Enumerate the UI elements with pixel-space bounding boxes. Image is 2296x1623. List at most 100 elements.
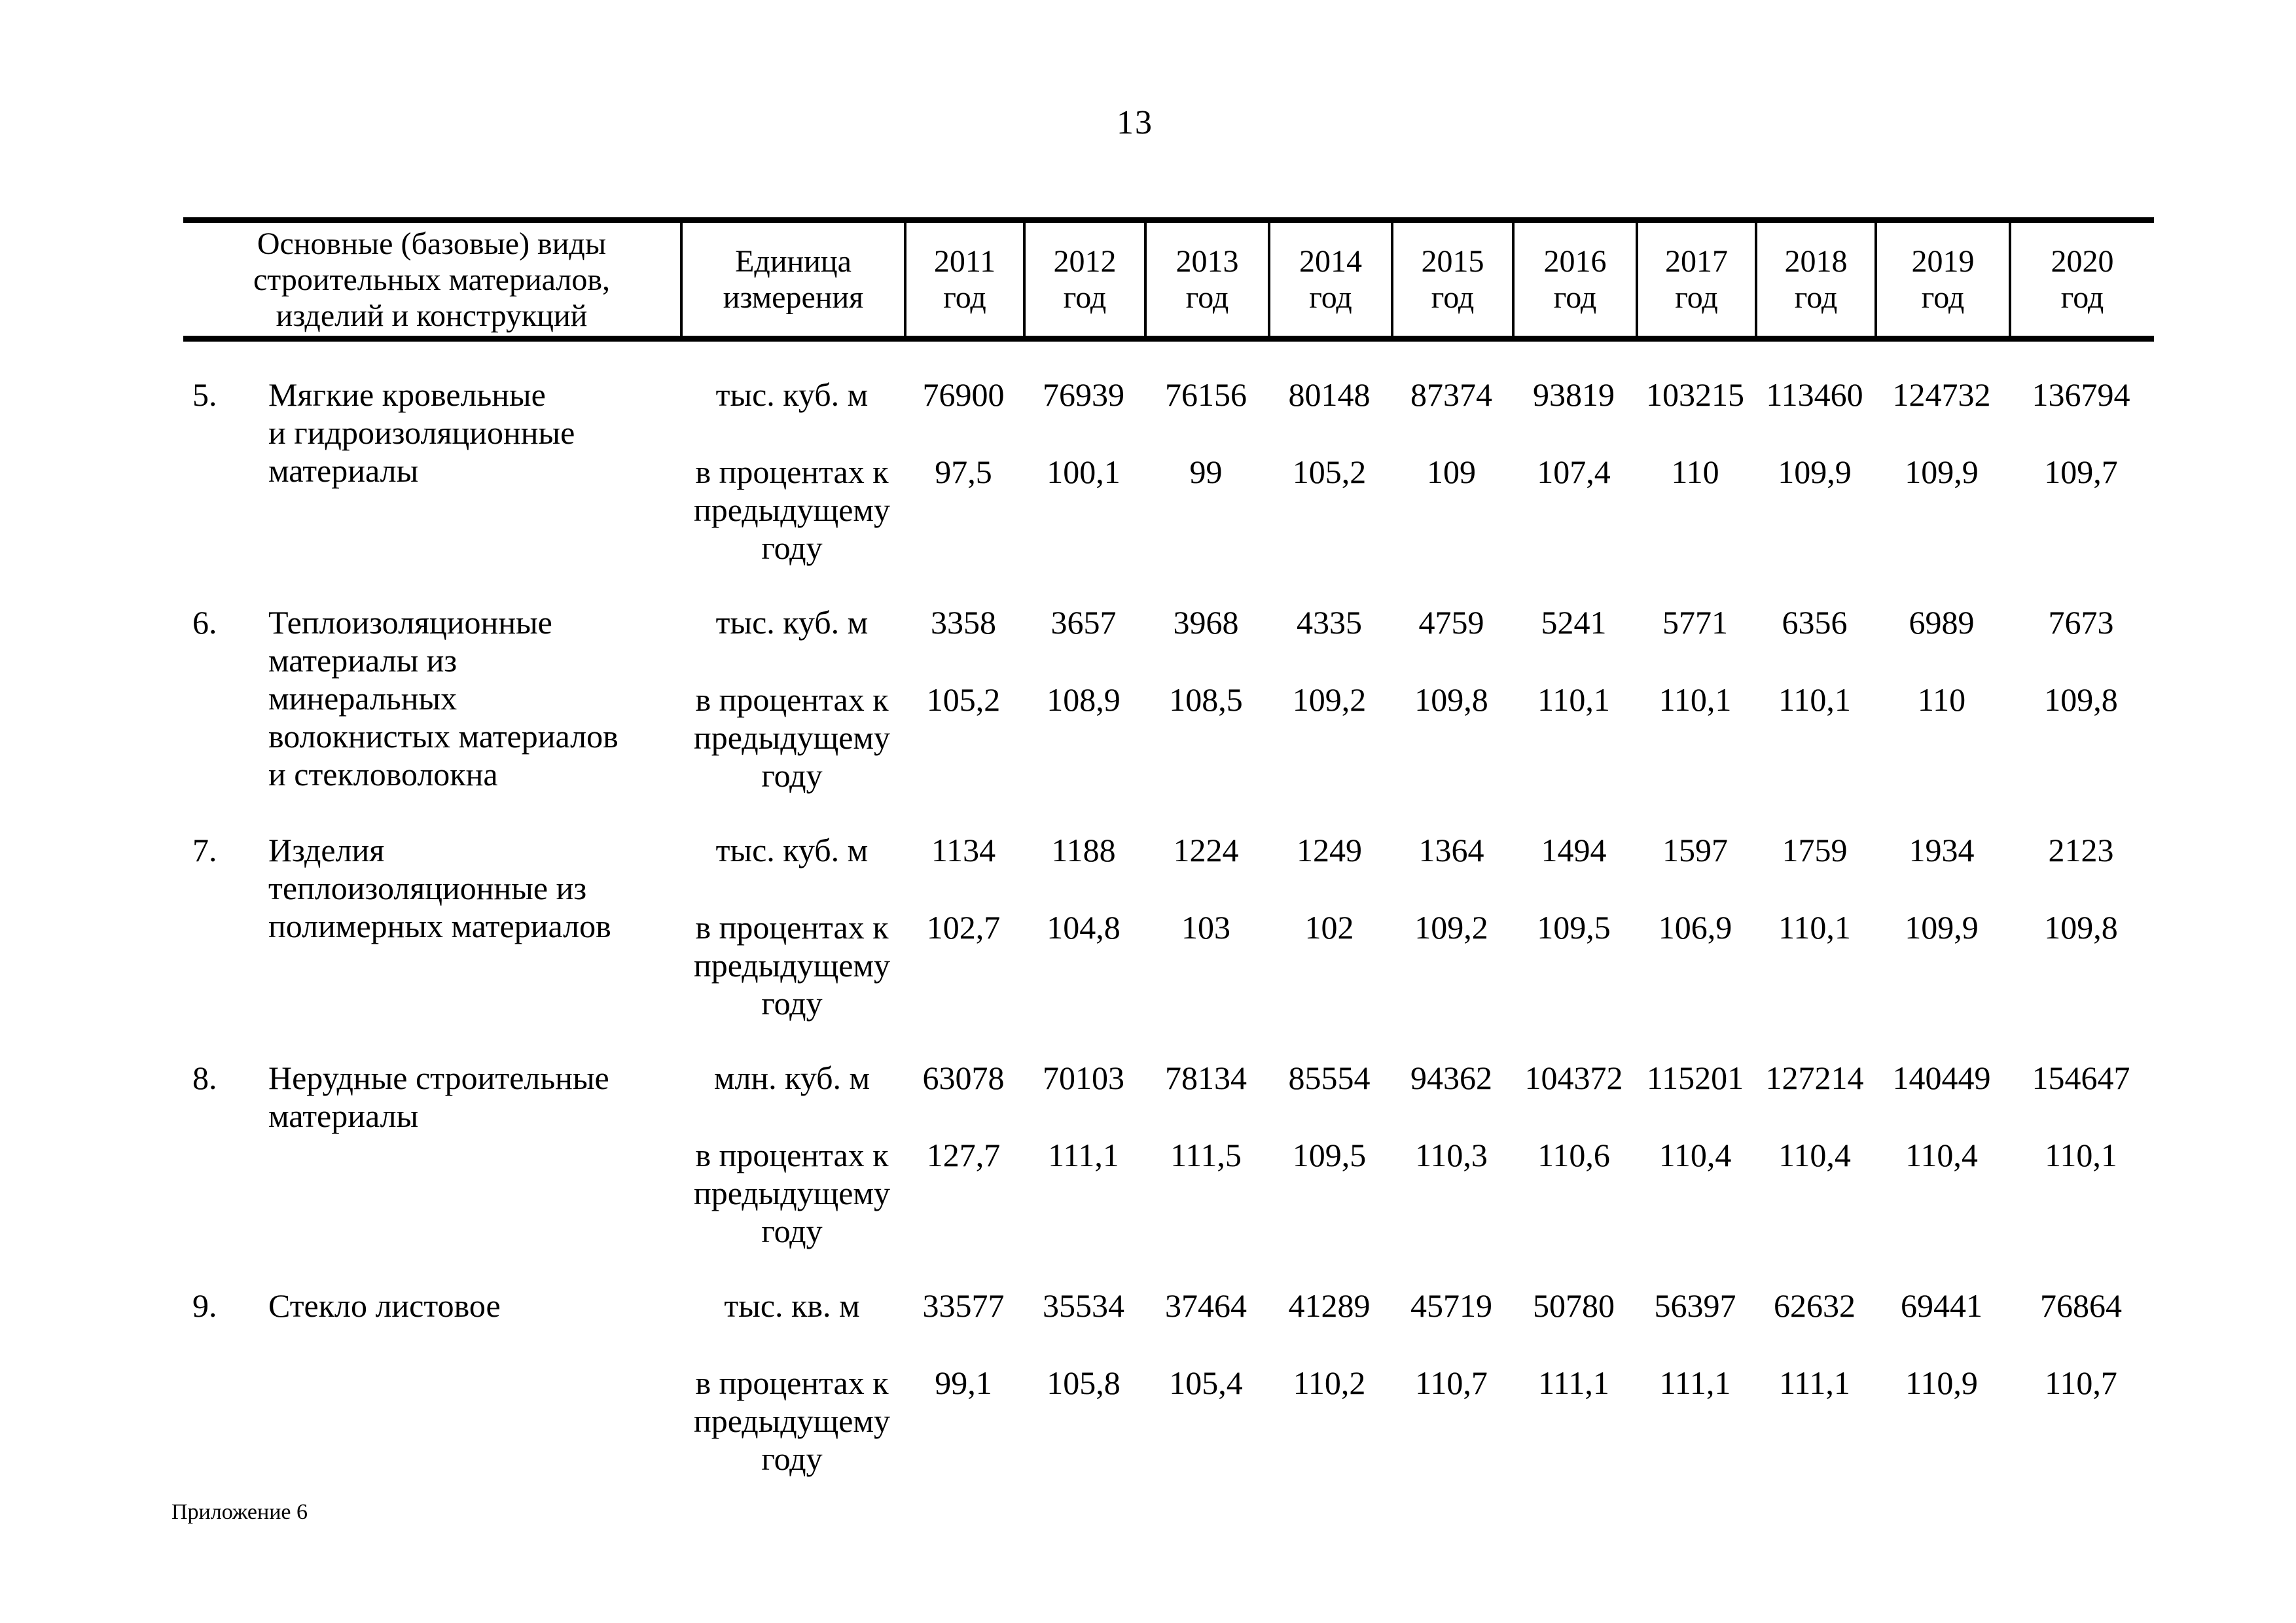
header-year-2016: 2016 год bbox=[1512, 223, 1636, 336]
value-2015: 94362 bbox=[1410, 1060, 1492, 1096]
percent-2016: 107,4 bbox=[1537, 454, 1611, 490]
page-number: 13 bbox=[1117, 104, 1153, 141]
percent-2013: 103 bbox=[1181, 909, 1230, 946]
percent-2014: 110,2 bbox=[1293, 1364, 1366, 1401]
table-row-5: 5. Мягкие кровельные и гидроизоляционные… bbox=[183, 376, 2154, 567]
percent-2018: 110,1 bbox=[1778, 681, 1851, 718]
percent-2015: 109 bbox=[1427, 454, 1476, 490]
value-2014: 80148 bbox=[1288, 376, 1371, 413]
value-2011: 63078 bbox=[922, 1060, 1005, 1096]
percent-2018: 110,1 bbox=[1778, 909, 1851, 946]
percent-2013: 111,5 bbox=[1170, 1137, 1242, 1173]
value-2013: 3968 bbox=[1173, 604, 1239, 641]
value-2016: 50780 bbox=[1533, 1287, 1615, 1324]
appendix-note: Приложение 6 bbox=[171, 1500, 308, 1524]
percent-2011: 127,7 bbox=[926, 1137, 1001, 1173]
header-year-2018: 2018 год bbox=[1755, 223, 1874, 336]
value-2018: 62632 bbox=[1774, 1287, 1856, 1324]
percent-2019: 110,9 bbox=[1905, 1364, 1978, 1401]
percent-2020: 110,1 bbox=[2045, 1137, 2117, 1173]
value-2014: 4335 bbox=[1297, 604, 1362, 641]
percent-2018: 109,9 bbox=[1778, 454, 1852, 490]
header-name-column: Основные (базовые) виды строительных мат… bbox=[253, 226, 611, 333]
value-2020: 76864 bbox=[2040, 1287, 2122, 1324]
row-number: 6. bbox=[192, 604, 217, 641]
materials-table: Основные (базовые) виды строительных мат… bbox=[183, 217, 2154, 1514]
value-2012: 70103 bbox=[1043, 1060, 1124, 1096]
unit-physical: тыс. куб. м bbox=[715, 832, 869, 868]
value-2012: 3657 bbox=[1050, 604, 1117, 641]
unit-physical: тыс. куб. м bbox=[715, 376, 869, 413]
percent-2020: 109,7 bbox=[2044, 454, 2118, 490]
value-2014: 1249 bbox=[1297, 832, 1362, 868]
percent-2017: 111,1 bbox=[1659, 1364, 1731, 1401]
percent-2013: 108,5 bbox=[1169, 681, 1243, 718]
value-2018: 113460 bbox=[1766, 376, 1863, 413]
table-row-7: 7. Изделия теплоизоляционные из полимерн… bbox=[183, 831, 2154, 1022]
value-2019: 6989 bbox=[1909, 604, 1975, 641]
percent-2018: 110,4 bbox=[1778, 1137, 1851, 1173]
unit-physical: млн. куб. м bbox=[713, 1060, 870, 1096]
value-2020: 154647 bbox=[2032, 1060, 2130, 1096]
percent-2019: 110,4 bbox=[1905, 1137, 1978, 1173]
percent-2012: 111,1 bbox=[1048, 1137, 1119, 1173]
unit-percent: в процентах к предыдущему году bbox=[693, 1364, 891, 1477]
header-year-2020: 2020 год bbox=[2009, 223, 2153, 336]
header-year-2019: 2019 год bbox=[1874, 223, 2009, 336]
header-year-2015: 2015 год bbox=[1391, 223, 1512, 336]
percent-2011: 105,2 bbox=[926, 681, 1001, 718]
percent-2017: 106,9 bbox=[1658, 909, 1732, 946]
value-2016: 1494 bbox=[1541, 832, 1607, 868]
value-2015: 1364 bbox=[1418, 832, 1484, 868]
unit-physical: тыс. кв. м bbox=[724, 1287, 860, 1324]
table-row-8: 8. Нерудные строительные материалы млн. … bbox=[183, 1059, 2154, 1250]
header-year-2012: 2012 год bbox=[1023, 223, 1144, 336]
value-2011: 76900 bbox=[922, 376, 1005, 413]
percent-2017: 110,4 bbox=[1659, 1137, 1732, 1173]
percent-2011: 99,1 bbox=[935, 1364, 992, 1401]
value-2013: 76156 bbox=[1165, 376, 1247, 413]
material-name: Мягкие кровельные и гидроизоляционные ма… bbox=[268, 376, 575, 489]
percent-2012: 104,8 bbox=[1047, 909, 1121, 946]
value-2012: 1188 bbox=[1051, 832, 1116, 868]
material-cell: 6. Теплоизоляционные материалы из минера… bbox=[183, 603, 680, 794]
value-2014: 85554 bbox=[1288, 1060, 1371, 1096]
percent-2014: 105,2 bbox=[1292, 454, 1367, 490]
percent-2019: 109,9 bbox=[1905, 909, 1979, 946]
percent-2012: 108,9 bbox=[1047, 681, 1121, 718]
value-2018: 1759 bbox=[1782, 832, 1848, 868]
percent-2016: 110,6 bbox=[1537, 1137, 1610, 1173]
header-unit-column: Единица измерения bbox=[680, 223, 904, 336]
header-year-2013: 2013 год bbox=[1144, 223, 1268, 336]
value-2015: 4759 bbox=[1418, 604, 1484, 641]
percent-2014: 109,2 bbox=[1292, 681, 1367, 718]
value-2012: 35534 bbox=[1043, 1287, 1124, 1324]
percent-2013: 99 bbox=[1189, 454, 1223, 490]
value-2020: 2123 bbox=[2048, 832, 2114, 868]
material-cell: 7. Изделия теплоизоляционные из полимерн… bbox=[183, 831, 680, 1022]
value-2015: 87374 bbox=[1410, 376, 1492, 413]
unit-percent: в процентах к предыдущему году bbox=[693, 1137, 891, 1249]
row-number: 8. bbox=[192, 1060, 217, 1096]
value-2020: 7673 bbox=[2048, 604, 2114, 641]
percent-2020: 109,8 bbox=[2044, 681, 2118, 718]
value-2014: 41289 bbox=[1288, 1287, 1371, 1324]
material-cell: 5. Мягкие кровельные и гидроизоляционные… bbox=[183, 376, 680, 567]
percent-2016: 110,1 bbox=[1537, 681, 1610, 718]
material-name: Стекло листовое bbox=[268, 1287, 501, 1324]
material-cell: 9. Стекло листовое bbox=[183, 1287, 680, 1478]
unit-percent: в процентах к предыдущему году bbox=[693, 454, 891, 566]
material-name: Нерудные строительные материалы bbox=[268, 1060, 609, 1134]
unit-percent: в процентах к предыдущему году bbox=[693, 681, 891, 794]
unit-percent: в процентах к предыдущему году bbox=[693, 909, 891, 1022]
percent-2020: 109,8 bbox=[2044, 909, 2118, 946]
percent-2017: 110,1 bbox=[1659, 681, 1732, 718]
value-2013: 37464 bbox=[1165, 1287, 1247, 1324]
percent-2015: 109,2 bbox=[1414, 909, 1488, 946]
percent-2019: 109,9 bbox=[1905, 454, 1979, 490]
value-2018: 127214 bbox=[1765, 1060, 1864, 1096]
value-2017: 5771 bbox=[1662, 604, 1728, 641]
value-2019: 69441 bbox=[1901, 1287, 1982, 1324]
table-row-9: 9. Стекло листовое тыс. кв. м 33577 3553… bbox=[183, 1287, 2154, 1478]
